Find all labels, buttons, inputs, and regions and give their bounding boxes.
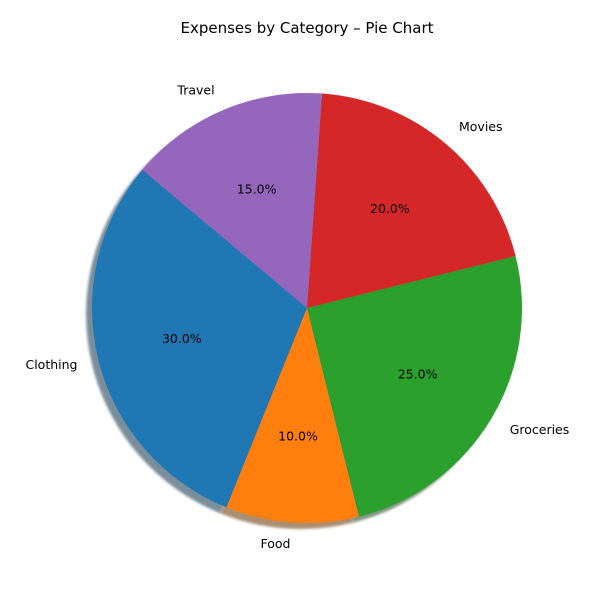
percent-label-food: 10.0% [278,429,318,444]
slice-food [226,308,360,523]
slice-labels: Clothing Food Groceries Movies Travel [25,82,569,551]
slice-label-food: Food [261,536,291,551]
percent-label-clothing: 30.0% [162,331,202,346]
slice-clothing [92,169,307,508]
percent-label-movies: 20.0% [370,201,410,216]
percent-label-groceries: 25.0% [398,366,438,381]
slice-movies [307,93,516,309]
pie-slices [92,92,522,523]
percent-labels: 30.0% 10.0% 25.0% 20.0% 15.0% [162,181,438,443]
chart-title: Expenses by Category – Pie Chart [180,19,433,37]
slice-label-clothing: Clothing [25,357,77,372]
slice-travel [142,92,322,308]
slice-label-groceries: Groceries [510,422,570,437]
slice-label-movies: Movies [459,119,503,134]
percent-label-travel: 15.0% [237,181,277,196]
slice-groceries [307,255,522,517]
slice-label-travel: Travel [176,82,214,97]
